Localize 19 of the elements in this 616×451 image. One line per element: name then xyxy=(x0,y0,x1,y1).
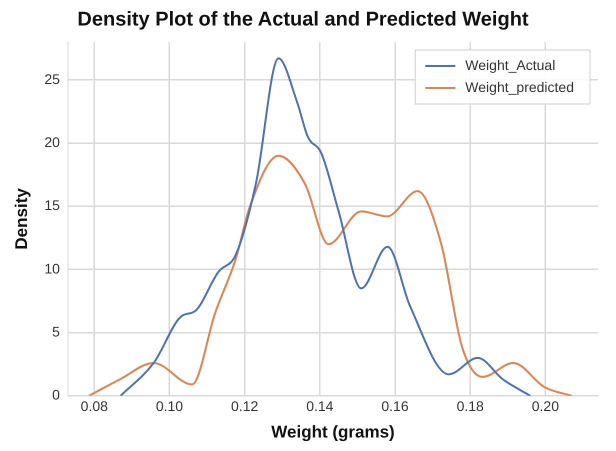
x-axis-title: Weight (grams) xyxy=(271,422,395,442)
x-tick-label: 0.20 xyxy=(532,398,560,414)
x-tick-label: 0.18 xyxy=(456,398,484,414)
y-tick-label: 10 xyxy=(44,260,60,276)
x-tick-label: 0.14 xyxy=(306,398,334,414)
x-tick-label: 0.08 xyxy=(80,398,108,414)
x-tick-label: 0.16 xyxy=(381,398,409,414)
line-series xyxy=(88,154,573,396)
y-tick-label: 25 xyxy=(44,70,60,87)
y-tick-label: 5 xyxy=(52,323,60,340)
x-tick-label: 0.12 xyxy=(231,398,258,414)
y-tick-label: 0 xyxy=(52,386,60,403)
y-tick-label: 20 xyxy=(44,134,60,150)
y-axis-title: Density xyxy=(12,188,31,250)
legend-label: Weight_Actual xyxy=(465,56,556,73)
x-tick-label: 0.10 xyxy=(156,398,184,414)
chart-title: Density Plot of the Actual and Predicted Weight xyxy=(77,8,529,31)
y-tick-label: 15 xyxy=(44,197,60,214)
legend-label: Weight_predicted xyxy=(465,78,574,95)
